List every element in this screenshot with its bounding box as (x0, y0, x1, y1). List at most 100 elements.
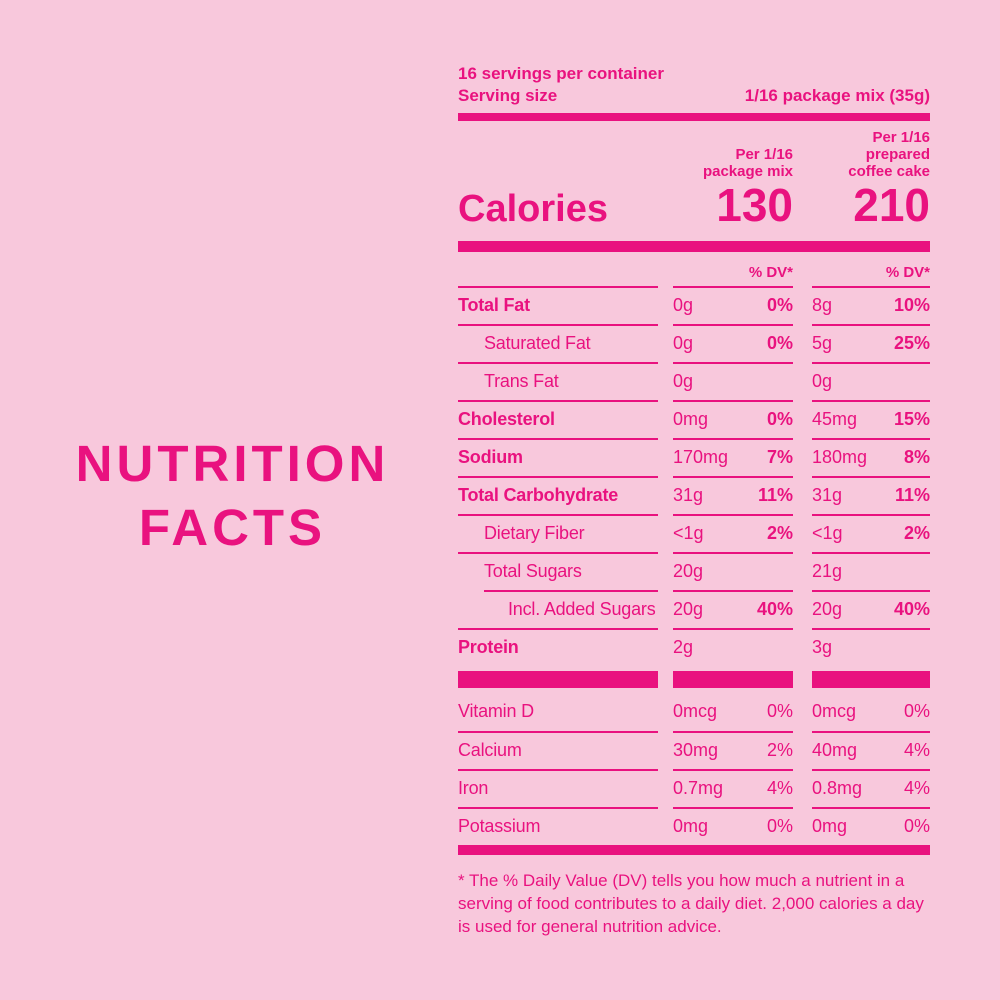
row-cholesterol: Cholesterol 0mg 0% 45mg 15% (458, 399, 930, 438)
divider-segment (673, 670, 793, 688)
row-potassium: Potassium 0mg 0% 0mg 0% (458, 806, 930, 845)
dv-mix: 11% (757, 485, 793, 506)
dv-prepared: 10% (893, 295, 930, 316)
column-mix-header-line2: package mix (702, 163, 793, 180)
dv-mix: 4% (766, 778, 793, 799)
dv-mix: 0% (766, 333, 793, 354)
row-saturated-fat: Saturated Fat 0g 0% 5g 25% (458, 323, 930, 362)
column-mix-header: Per 1/16 package mix (703, 146, 793, 180)
column-mix: Per 1/16 package mix 130 (673, 146, 793, 228)
amount-prepared: 20g (812, 599, 843, 620)
amount-mix: 0g (673, 371, 694, 392)
row-trans-fat: Trans Fat 0g 0g (458, 361, 930, 400)
amount-mix: <1g (673, 523, 704, 544)
column-prepared-header-line2: coffee cake (848, 163, 930, 180)
amount-prepared: 31g (812, 485, 843, 506)
calories-section: Calories Per 1/16 package mix 130 Per 1/… (458, 129, 930, 228)
nutrient-label: Sodium (458, 447, 523, 468)
dv-mix: 0% (766, 409, 793, 430)
amount-prepared: 3g (812, 637, 833, 658)
amount-prepared: 0g (812, 371, 833, 392)
serving-size-label: Serving size (458, 86, 558, 105)
amount-prepared: 0mg (812, 816, 848, 837)
amount-mix: 0g (673, 333, 694, 354)
amount-mix: 0mg (673, 409, 709, 430)
dv-mix: 7% (766, 447, 793, 468)
product-title-line1: NUTRITION (75, 435, 390, 492)
servings-per-container: 16 servings per container (458, 64, 664, 83)
dv-header-mix: % DV* (748, 263, 793, 281)
amount-mix: 20g (673, 561, 704, 582)
nutrient-label: Total Sugars (484, 561, 582, 582)
nutrient-label: Trans Fat (484, 371, 559, 392)
nutrient-label: Calcium (458, 740, 522, 761)
amount-prepared: <1g (812, 523, 843, 544)
product-title: NUTRITION FACTS (25, 432, 440, 560)
dv-mix: 40% (756, 599, 793, 620)
nutrient-label: Total Fat (458, 295, 530, 316)
amount-prepared: 21g (812, 561, 843, 582)
column-prepared: Per 1/16 prepared coffee cake 210 (812, 129, 930, 228)
dv-prepared: 4% (903, 778, 930, 799)
dv-prepared: 0% (903, 816, 930, 837)
amount-mix: 0mcg (673, 701, 718, 722)
nutrient-label: Total Carbohydrate (458, 485, 619, 506)
amount-prepared: 0.8mg (812, 778, 863, 799)
dv-prepared: 11% (894, 485, 930, 506)
dv-header-prepared: % DV* (885, 263, 930, 281)
amount-mix: 31g (673, 485, 704, 506)
dv-prepared: 40% (893, 599, 930, 620)
row-calcium: Calcium 30mg 2% 40mg 4% (458, 730, 930, 769)
calories-label: Calories (458, 187, 608, 230)
row-total-sugars: Total Sugars 20g 21g (458, 551, 930, 590)
row-added-sugars: Incl. Added Sugars 20g 40% 20g 40% (458, 589, 930, 628)
row-total-carbohydrate: Total Carbohydrate 31g 11% 31g 11% (458, 475, 930, 514)
dv-mix: 2% (766, 740, 793, 761)
row-vitamin-d: Vitamin D 0mcg 0% 0mcg 0% (458, 693, 930, 731)
divider-thick-mid (458, 670, 930, 688)
calories-prepared-value: 210 (853, 179, 930, 231)
daily-value-footnote: * The % Daily Value (DV) tells you how m… (458, 870, 924, 936)
product-title-line2: FACTS (138, 499, 327, 556)
dv-mix: 0% (766, 701, 793, 722)
amount-mix: 20g (673, 599, 704, 620)
amount-mix: 0.7mg (673, 778, 724, 799)
column-prepared-header-line1: Per 1/16 prepared (865, 129, 930, 163)
nutrient-label: Dietary Fiber (484, 523, 585, 544)
nutrient-label: Potassium (458, 816, 541, 837)
serving-size-row: Serving size 1/16 package mix (35g) (458, 85, 930, 107)
amount-prepared: 0mcg (812, 701, 857, 722)
vitamin-table: Vitamin D 0mcg 0% 0mcg 0% Calcium 30mg 2% 4… (458, 693, 930, 845)
dv-prepared: 25% (893, 333, 930, 354)
amount-prepared: 45mg (812, 409, 858, 430)
divider-thick-top (458, 113, 930, 121)
divider-segment (458, 670, 658, 688)
amount-prepared: 8g (812, 295, 833, 316)
divider-thick-bottom (458, 844, 930, 855)
amount-mix: 0g (673, 295, 694, 316)
nutrient-label: Vitamin D (458, 701, 534, 722)
amount-mix: 170mg (673, 447, 729, 468)
daily-value-header-row: % DV* % DV* (458, 252, 930, 286)
row-sodium: Sodium 170mg 7% 180mg 8% (458, 437, 930, 476)
dv-prepared: 2% (903, 523, 930, 544)
row-protein: Protein 2g 3g (458, 627, 930, 666)
dv-prepared: 4% (903, 740, 930, 761)
dv-prepared: 15% (893, 409, 930, 430)
amount-prepared: 40mg (812, 740, 858, 761)
column-mix-header-line1: Per 1/16 (735, 146, 793, 163)
nutrient-label: Incl. Added Sugars (508, 599, 656, 620)
nutrient-label: Cholesterol (458, 409, 555, 430)
nutrient-label: Saturated Fat (484, 333, 591, 354)
amount-mix: 30mg (673, 740, 719, 761)
amount-prepared: 5g (812, 333, 833, 354)
nutrient-table: Total Fat 0g 0% 8g 10% Saturated Fat 0g 0% … (458, 285, 930, 666)
row-dietary-fiber: Dietary Fiber <1g 2% <1g 2% (458, 513, 930, 552)
divider-thick-under-calories (458, 240, 930, 252)
row-total-fat: Total Fat 0g 0% 8g 10% (458, 285, 930, 324)
dv-mix: 0% (766, 816, 793, 837)
dv-mix: 2% (766, 523, 793, 544)
dv-prepared: 0% (903, 701, 930, 722)
nutrient-label: Iron (458, 778, 489, 799)
